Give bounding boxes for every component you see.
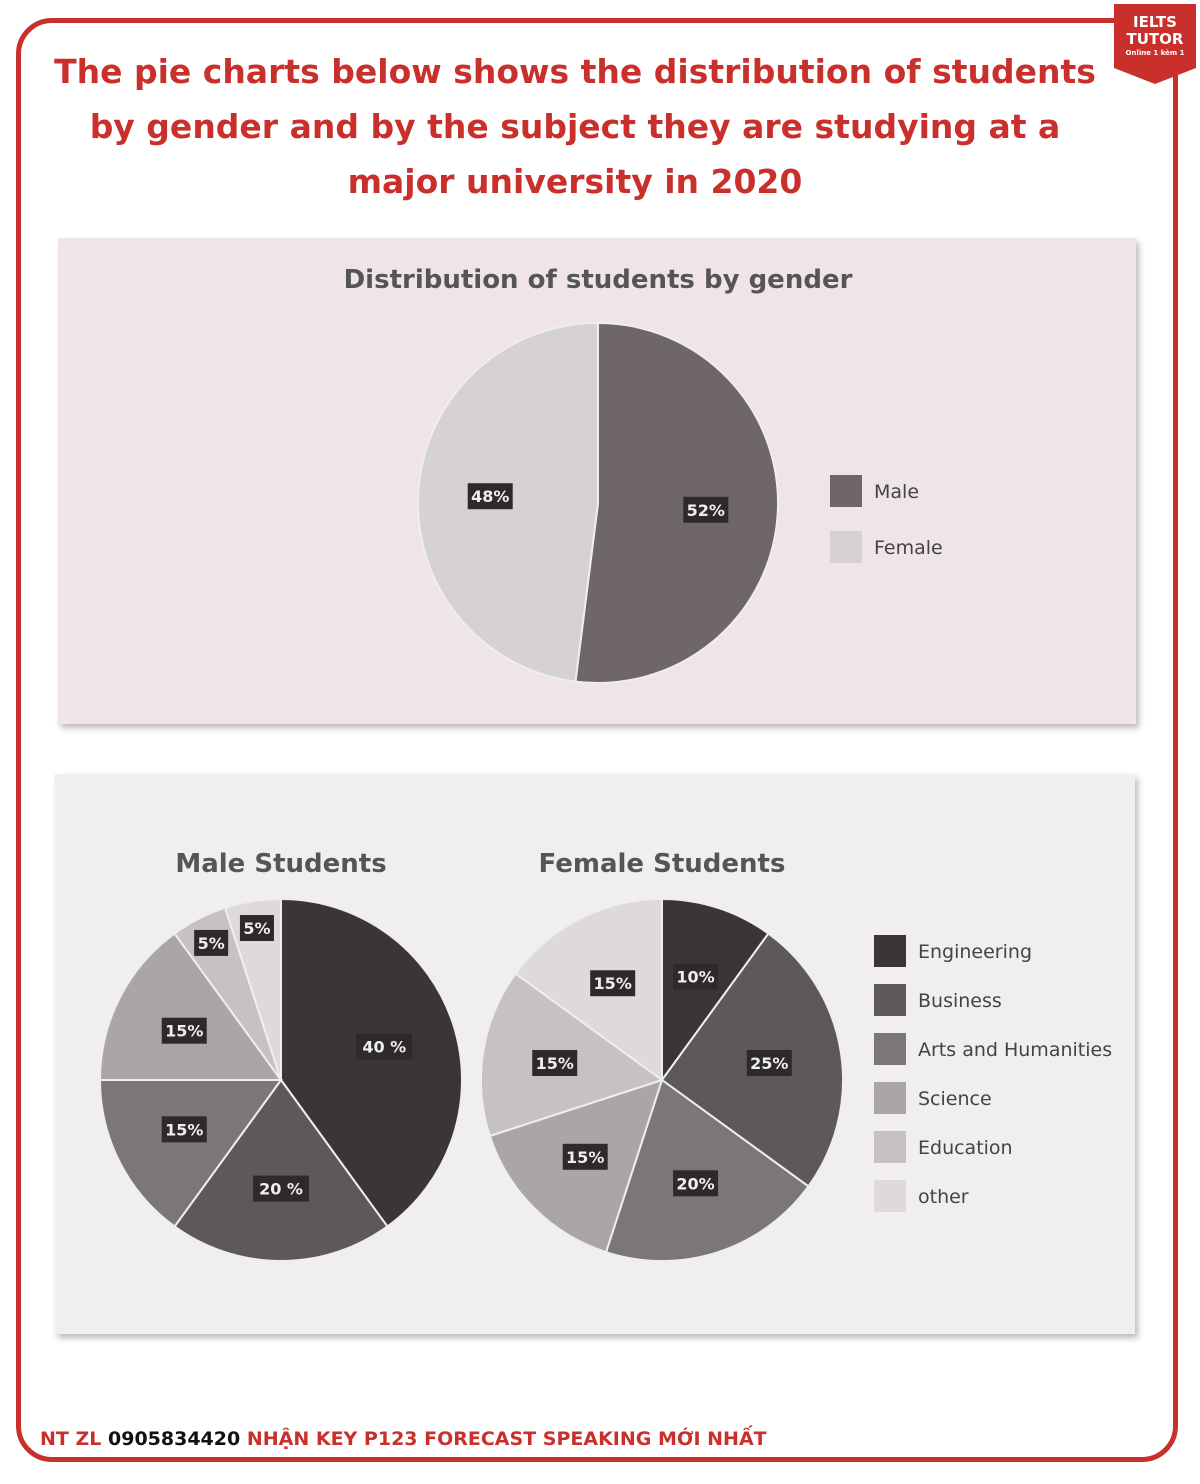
legend-swatch bbox=[874, 1131, 906, 1163]
legend-label: Arts and Humanities bbox=[918, 1039, 1112, 1061]
data-label-bg bbox=[746, 1050, 792, 1077]
data-label-bg bbox=[673, 1170, 719, 1197]
data-label: 10% bbox=[676, 968, 714, 987]
data-label: 15% bbox=[566, 1148, 604, 1167]
pie-slice-business bbox=[173, 1078, 389, 1262]
legend-swatch bbox=[830, 531, 862, 563]
data-label: 15% bbox=[165, 1022, 203, 1041]
pie-slice-engineering bbox=[280, 897, 463, 1228]
chart-title: Female Students bbox=[539, 849, 786, 879]
chart-title: Male Students bbox=[175, 849, 386, 879]
data-label: 52% bbox=[687, 501, 725, 520]
pie-slice-science bbox=[98, 932, 283, 1081]
data-label: 40 % bbox=[362, 1037, 406, 1056]
legend-swatch bbox=[874, 1082, 906, 1114]
data-label-bg bbox=[590, 970, 636, 997]
legend-swatch bbox=[874, 1033, 906, 1065]
data-label: 5% bbox=[198, 934, 225, 953]
logo: IELTS TUTOR Online 1 kèm 1 bbox=[1114, 4, 1196, 84]
data-label: 25% bbox=[750, 1054, 788, 1073]
data-label: 15% bbox=[536, 1054, 574, 1073]
legend-label: other bbox=[918, 1186, 969, 1208]
legend-swatch bbox=[874, 935, 906, 967]
data-label-bg bbox=[161, 1116, 207, 1143]
data-label: 20% bbox=[676, 1174, 714, 1193]
data-label-bg bbox=[467, 483, 513, 510]
data-label-bg bbox=[239, 915, 274, 942]
legend-label: Engineering bbox=[918, 941, 1032, 963]
data-label-bg bbox=[532, 1050, 578, 1077]
data-label: 15% bbox=[594, 974, 632, 993]
legend-swatch bbox=[874, 1180, 906, 1212]
frame bbox=[16, 18, 1178, 1462]
chart-title: Distribution of students by gender bbox=[344, 265, 853, 295]
legend-label: Male bbox=[874, 481, 919, 503]
pie-slice-arts-and-humanities bbox=[98, 1079, 283, 1228]
data-label-bg bbox=[194, 929, 229, 956]
data-label-bg bbox=[253, 1175, 309, 1202]
pie-slice-other bbox=[514, 897, 663, 1082]
legend-swatch bbox=[830, 475, 862, 507]
data-label: 5% bbox=[243, 919, 270, 938]
data-label-bg bbox=[673, 963, 719, 990]
legend-swatch bbox=[874, 984, 906, 1016]
data-label-bg bbox=[562, 1143, 608, 1170]
data-label: 48% bbox=[471, 487, 509, 506]
data-label-bg bbox=[161, 1017, 207, 1044]
page-title: The pie charts below shows the distribut… bbox=[54, 52, 1096, 201]
pie-slice-male bbox=[574, 321, 779, 684]
data-label-bg bbox=[683, 496, 729, 523]
legend-label: Business bbox=[918, 990, 1002, 1012]
legend-label: Female bbox=[874, 537, 943, 559]
legend-label: Education bbox=[918, 1137, 1013, 1159]
data-label: 20 % bbox=[259, 1180, 303, 1199]
legend-label: Science bbox=[918, 1088, 992, 1110]
pie-slice-other bbox=[223, 897, 282, 1081]
data-label: 15% bbox=[165, 1120, 203, 1139]
data-label-bg bbox=[356, 1033, 413, 1060]
footer: NT ZL 0905834420 NHẬN KEY P123 FORECAST … bbox=[40, 1428, 767, 1450]
